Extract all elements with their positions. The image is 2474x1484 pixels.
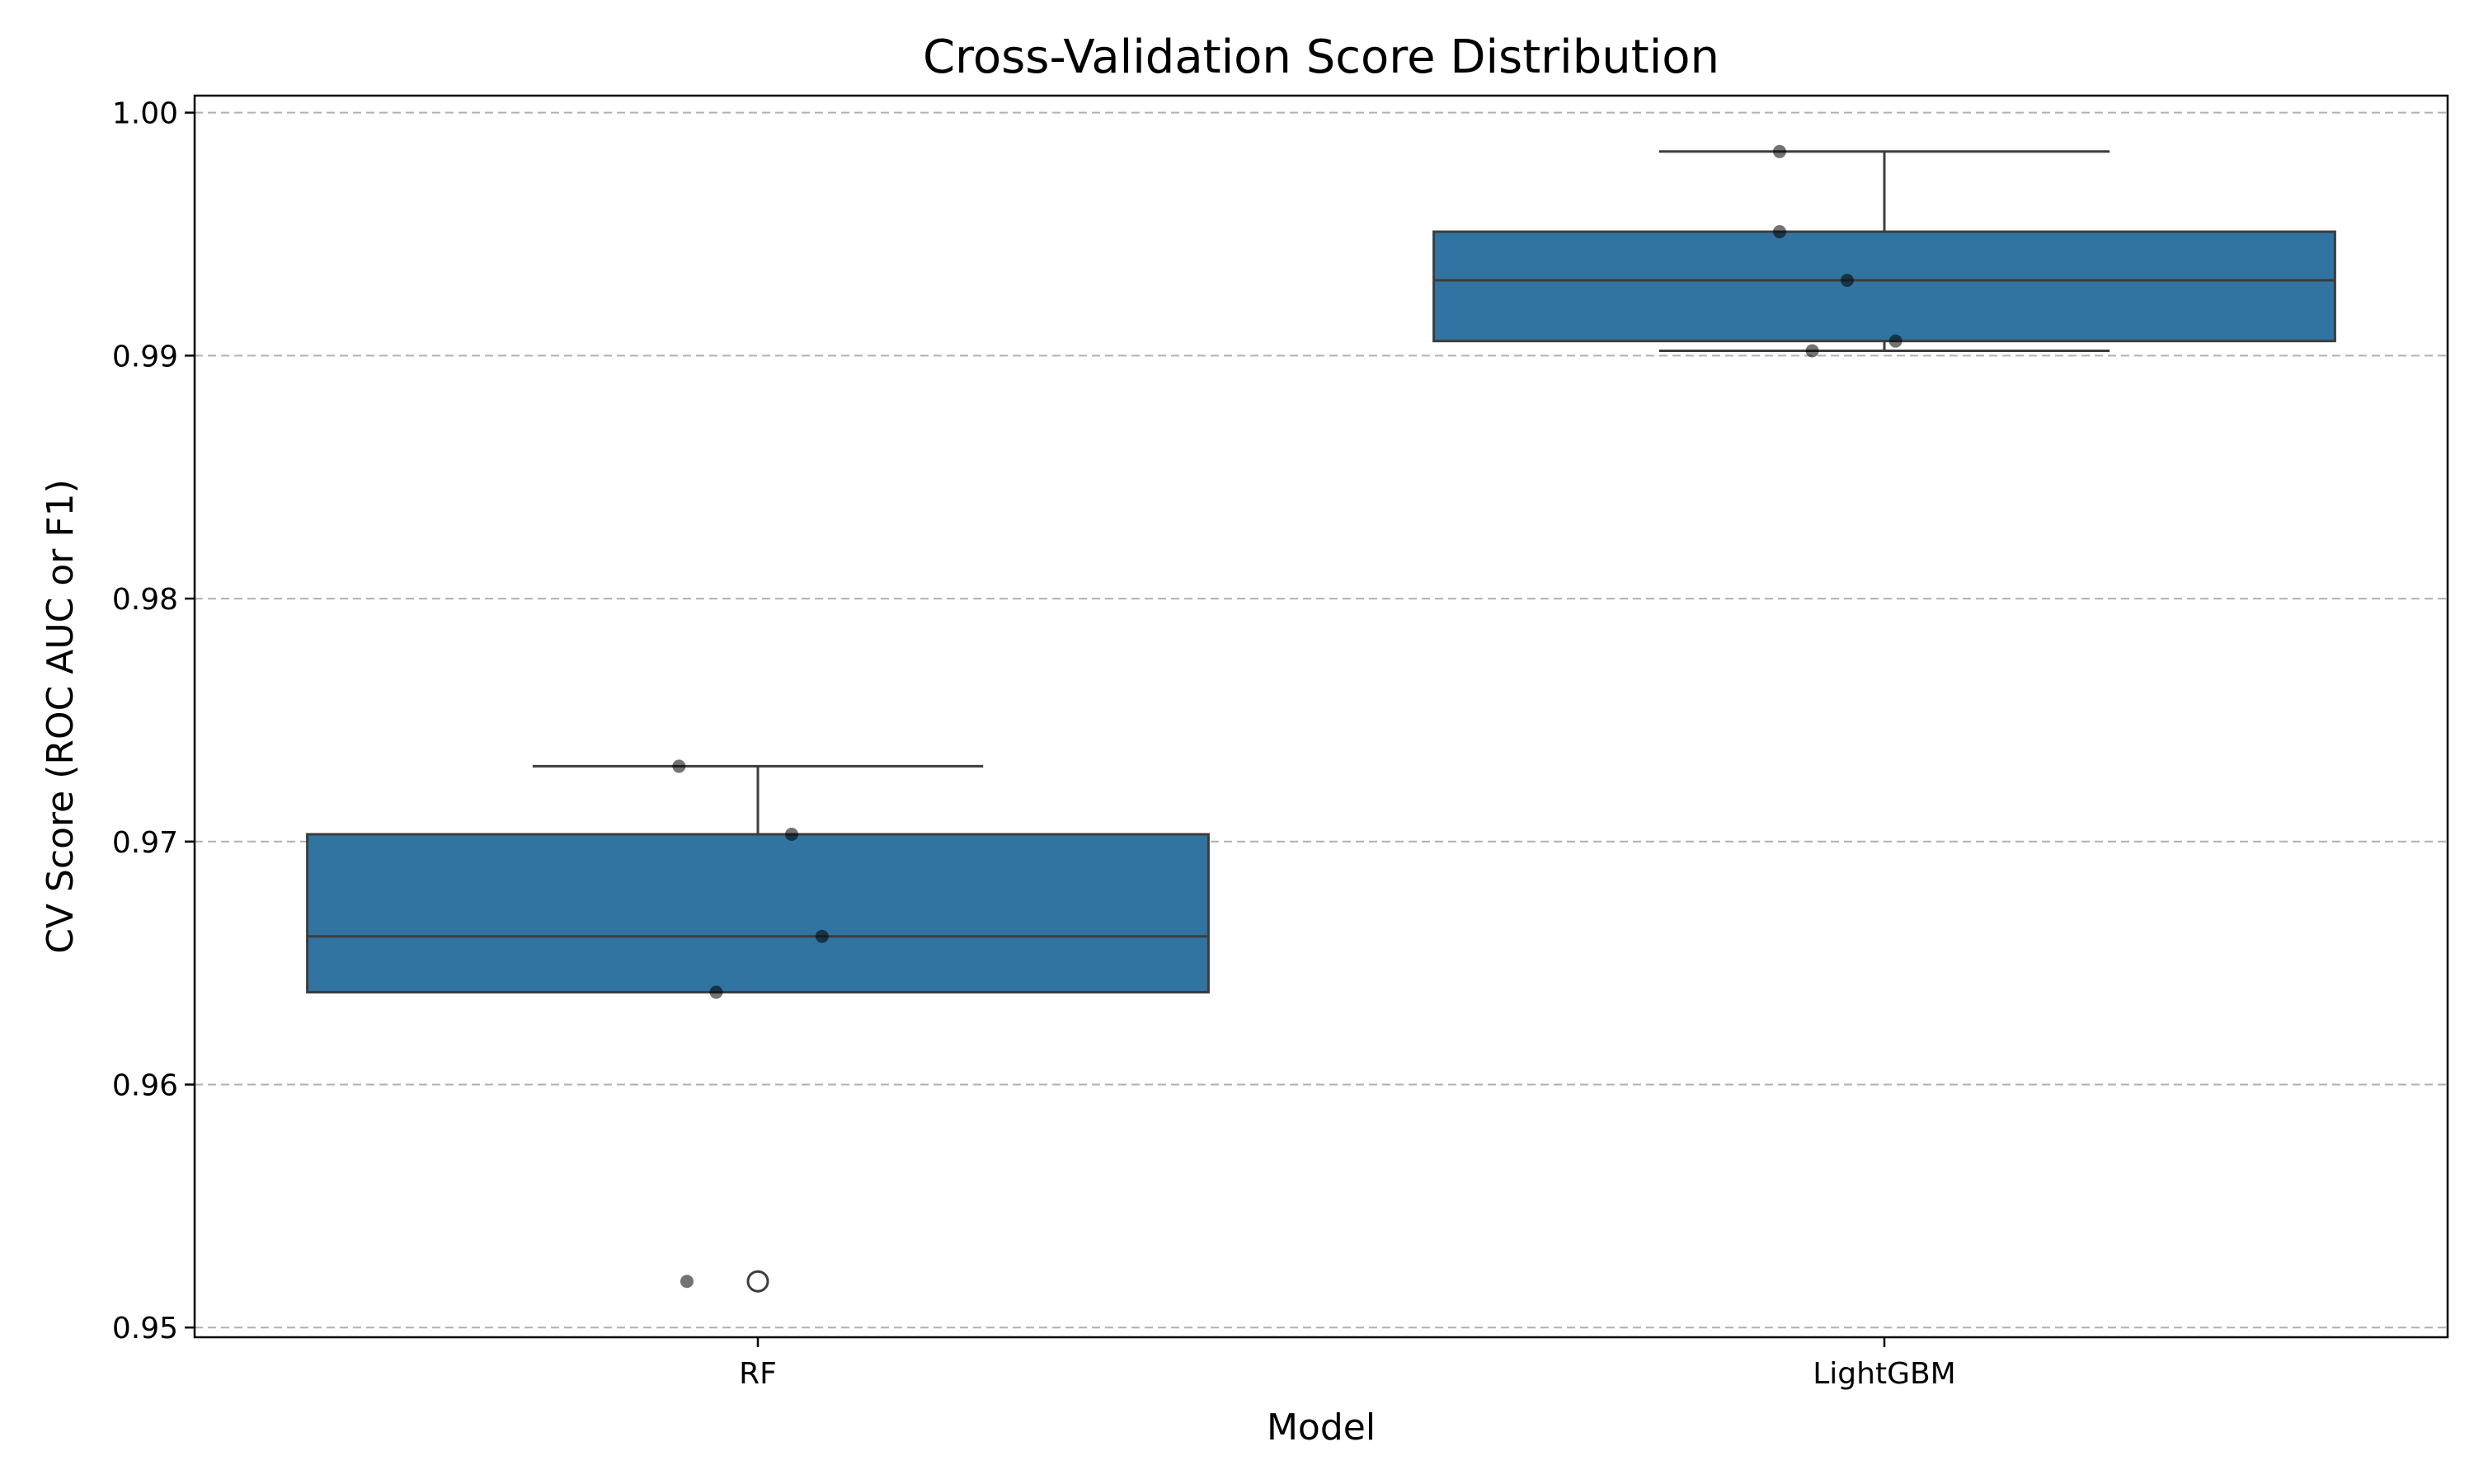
data-point bbox=[1772, 225, 1786, 239]
chart-title: Cross-Validation Score Distribution bbox=[923, 31, 1719, 84]
x-axis-ticks: RF LightGBM bbox=[739, 1337, 1956, 1391]
y-tick-label: 0.98 bbox=[112, 583, 178, 617]
x-tick-label: LightGBM bbox=[1813, 1357, 1956, 1391]
data-point bbox=[709, 985, 723, 999]
x-axis-label: Model bbox=[1267, 1407, 1376, 1449]
box-iqr bbox=[306, 833, 1210, 994]
box-iqr bbox=[1432, 230, 2336, 343]
plot-frame bbox=[193, 94, 2449, 1339]
strip-points bbox=[672, 144, 1903, 1289]
y-axis-label: CV Score (ROC AUC or F1) bbox=[40, 479, 82, 954]
y-tick-label: 0.95 bbox=[112, 1312, 178, 1345]
data-point bbox=[1772, 144, 1786, 158]
data-point bbox=[680, 1275, 694, 1289]
y-tick-label: 1.00 bbox=[112, 97, 178, 131]
box-plots bbox=[306, 150, 2336, 1293]
data-point bbox=[784, 827, 798, 841]
outlier-marker bbox=[746, 1270, 769, 1293]
data-point bbox=[1805, 344, 1819, 358]
y-tick-label: 0.97 bbox=[112, 826, 178, 860]
data-point bbox=[815, 929, 829, 943]
data-point bbox=[672, 759, 686, 773]
y-tick-label: 0.96 bbox=[112, 1068, 178, 1102]
data-point bbox=[1840, 273, 1854, 287]
box-lightgbm bbox=[1432, 150, 2336, 352]
x-tick-label: RF bbox=[739, 1357, 777, 1391]
box-rf bbox=[306, 764, 1210, 1293]
y-tick-label: 0.99 bbox=[112, 340, 178, 373]
data-point bbox=[1888, 334, 1903, 348]
y-axis-ticks: 0.95 0.96 0.97 0.98 0.99 1.00 bbox=[112, 97, 195, 1345]
